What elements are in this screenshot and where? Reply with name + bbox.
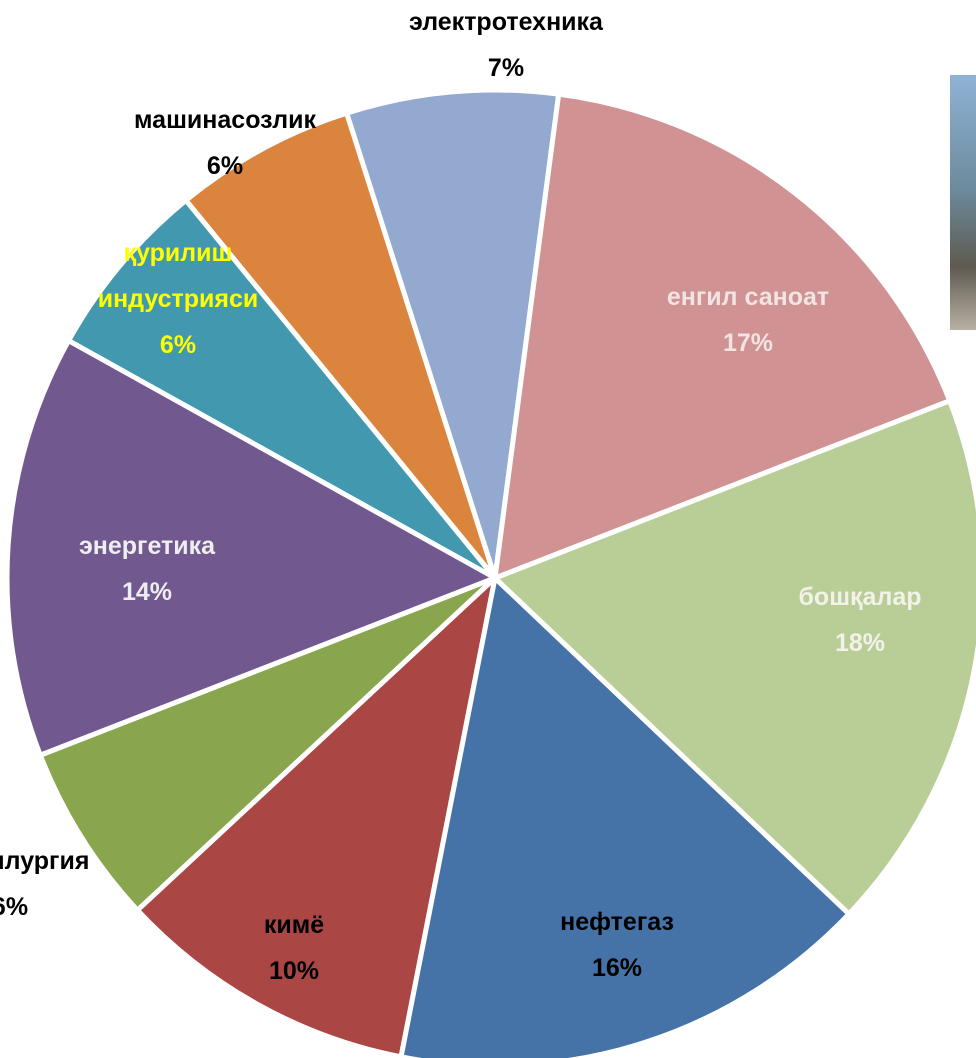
pie-slice: [492, 398, 976, 917]
pie-slice: [66, 197, 498, 581]
value-label: 17%: [722, 329, 774, 357]
pie-slice: [344, 87, 562, 581]
value-label: 6%: [159, 331, 197, 359]
slice-label: бошқалар 18%: [798, 574, 921, 666]
category-label: машинасозлик: [134, 106, 316, 134]
slice-label: электротехника 7%: [409, 0, 603, 91]
pie-slice: [37, 575, 498, 913]
slice-label: кимё 10%: [264, 902, 324, 994]
photo-fragment: [950, 75, 976, 330]
pie-slice: [183, 110, 498, 581]
slice-label: энергетика 14%: [79, 523, 215, 615]
category-label: бошқалар: [798, 583, 922, 611]
slice-label: қурилиш индустрияси 6%: [78, 230, 278, 368]
value-label: 6%: [0, 893, 29, 921]
slice-label: нефтегаз 16%: [560, 899, 674, 991]
category-label: металлургия: [0, 847, 90, 875]
slice-label: енгил саноат 17%: [667, 274, 829, 366]
value-label: 14%: [121, 578, 173, 606]
slice-label: машинасозлик 6%: [134, 97, 316, 189]
value-label: 10%: [268, 957, 320, 985]
pie-slice: [135, 575, 498, 1058]
pie-slice: [4, 338, 498, 758]
value-label: 16%: [591, 954, 643, 982]
pie-slice: [492, 91, 953, 581]
category-label: нефтегаз: [560, 908, 674, 936]
pie-slice: [398, 575, 852, 1058]
slice-label: металлургия 6%: [0, 838, 89, 930]
value-label: 6%: [206, 152, 244, 180]
category-label: енгил саноат: [666, 283, 830, 311]
category-label: электротехника: [409, 8, 603, 36]
category-label: кимё: [263, 911, 325, 939]
value-label: 7%: [487, 54, 525, 82]
category-label: энергетика: [78, 532, 216, 560]
category-label: қурилиш индустрияси: [97, 239, 259, 313]
value-label: 18%: [834, 629, 886, 657]
